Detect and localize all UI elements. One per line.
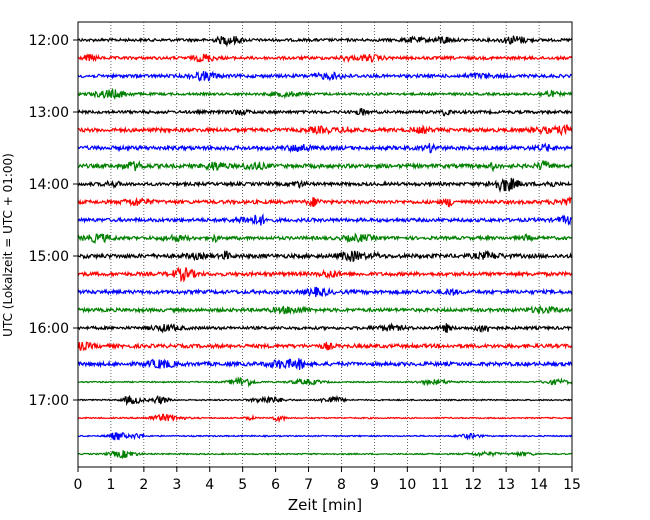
trace-1500 — [77, 249, 573, 263]
x-tick-label-2: 2 — [139, 477, 148, 493]
trace-1330 — [77, 142, 573, 154]
x-tick-label-12: 12 — [464, 477, 482, 493]
x-tick-label-3: 3 — [172, 477, 181, 493]
x-axis-label: Zeit [min] — [288, 496, 362, 514]
x-tick-label-7: 7 — [304, 477, 313, 493]
y-tick-label-1700: 17:00 — [29, 393, 69, 409]
trace-1530 — [77, 286, 573, 298]
x-tick-label-11: 11 — [431, 477, 449, 493]
trace-1745 — [77, 450, 573, 460]
trace-1315 — [77, 124, 573, 137]
trace-1545 — [77, 304, 573, 315]
trace-1245 — [77, 87, 573, 101]
vertical-gridlines — [110, 22, 540, 467]
trace-1345 — [77, 159, 573, 173]
y-tick-label-1200: 12:00 — [29, 33, 69, 49]
plot-frame — [77, 21, 573, 468]
x-tick-label-9: 9 — [370, 477, 379, 493]
x-tick-label-8: 8 — [337, 477, 346, 493]
y-tick-label-1400: 14:00 — [29, 177, 69, 193]
trace-1715 — [77, 413, 573, 424]
x-axis-ticks: 0 1 2 3 4 5 6 7 8 9 10 11 12 13 14 15 — [74, 467, 581, 493]
trace-1700 — [78, 394, 573, 407]
trace-1630 — [77, 358, 573, 370]
trace-1200 — [77, 35, 573, 48]
trace-1445 — [77, 232, 573, 245]
y-tick-label-1600: 16:00 — [29, 321, 69, 337]
y-axis-label: UTC (Lokalzeit = UTC + 01:00) — [1, 153, 15, 337]
trace-1215 — [77, 53, 573, 63]
trace-1600 — [77, 322, 573, 334]
x-tick-label-4: 4 — [205, 477, 214, 493]
x-tick-label-15: 15 — [563, 477, 581, 493]
trace-group — [77, 35, 573, 460]
y-tick-label-1500: 15:00 — [29, 249, 69, 265]
x-tick-label-1: 1 — [106, 477, 115, 493]
trace-1300 — [77, 107, 573, 117]
trace-1645 — [77, 376, 573, 388]
trace-1400 — [77, 177, 573, 193]
trace-1615 — [77, 341, 573, 351]
x-tick-label-0: 0 — [74, 477, 83, 493]
trace-1415 — [77, 195, 573, 208]
x-tick-label-6: 6 — [271, 477, 280, 493]
trace-1515 — [77, 266, 573, 283]
trace-1230 — [77, 70, 573, 82]
trace-1730 — [77, 432, 573, 441]
y-tick-label-1300: 13:00 — [29, 105, 69, 121]
trace-1430 — [77, 212, 573, 226]
x-tick-label-14: 14 — [530, 477, 548, 493]
x-tick-label-13: 13 — [497, 477, 515, 493]
x-tick-label-10: 10 — [398, 477, 416, 493]
x-tick-label-5: 5 — [238, 477, 247, 493]
y-axis-ticks: 12:00 13:00 14:00 15:00 16:00 17:00 — [29, 33, 78, 409]
